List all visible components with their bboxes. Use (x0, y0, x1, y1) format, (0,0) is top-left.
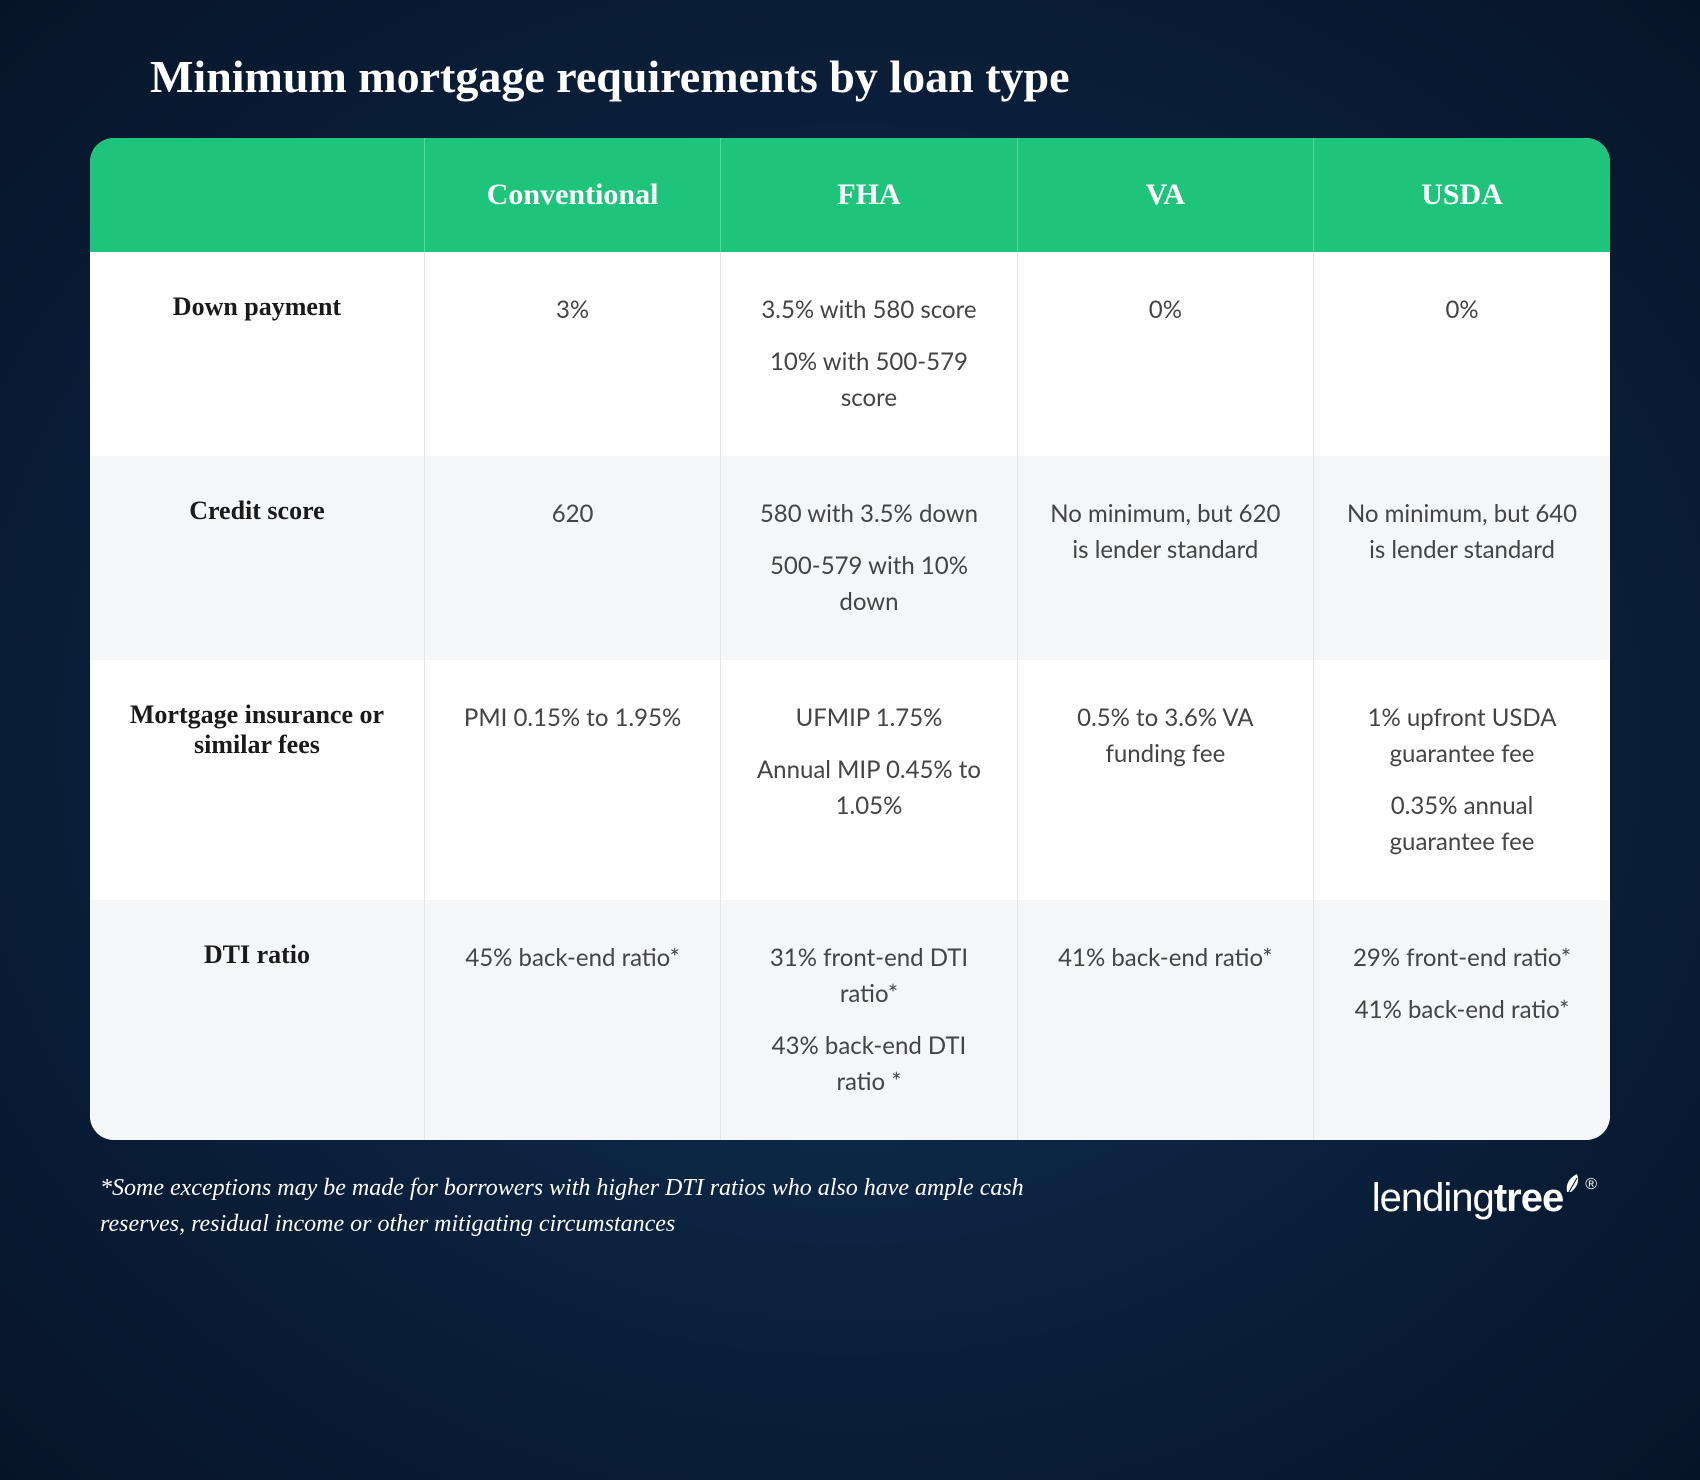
cell-text: 41% back-end ratio* (1042, 940, 1289, 976)
logo-part2: tree (1494, 1176, 1563, 1220)
cell-text: 0% (1042, 292, 1289, 328)
row-label-dti: DTI ratio (90, 900, 424, 1140)
cell-text: Annual MIP 0.45% to 1.05% (745, 752, 992, 824)
table-row: Down payment 3% 3.5% with 580 score 10% w… (90, 252, 1610, 456)
footnote: *Some exceptions may be made for borrowe… (100, 1170, 1060, 1242)
cell-text: 29% front-end ratio* (1338, 940, 1586, 976)
cell-text: UFMIP 1.75% (745, 700, 992, 736)
cell-text: 500-579 with 10% down (745, 548, 992, 620)
cell: 0.5% to 3.6% VA funding fee (1017, 660, 1313, 900)
row-label-insurance: Mortgage insurance or similar fees (90, 660, 424, 900)
cell-text: No minimum, but 620 is lender standard (1042, 496, 1289, 568)
cell: 1% upfront USDA guarantee fee 0.35% annua… (1314, 660, 1610, 900)
cell: 0% (1017, 252, 1313, 456)
page-title: Minimum mortgage requirements by loan ty… (150, 50, 1610, 103)
cell-text: 620 (449, 496, 696, 532)
footer: *Some exceptions may be made for borrowe… (90, 1170, 1610, 1242)
cell: PMI 0.15% to 1.95% (424, 660, 720, 900)
cell: No minimum, but 620 is lender standard (1017, 456, 1313, 660)
row-label-credit-score: Credit score (90, 456, 424, 660)
cell-text: No minimum, but 640 is lender standard (1338, 496, 1586, 568)
cell-text: 31% front-end DTI ratio* (745, 940, 992, 1012)
cell: 3% (424, 252, 720, 456)
col-header-fha: FHA (721, 138, 1017, 252)
col-header-va: VA (1017, 138, 1313, 252)
cell: 0% (1314, 252, 1610, 456)
cell-text: 0% (1338, 292, 1586, 328)
table-row: DTI ratio 45% back-end ratio* 31% front-… (90, 900, 1610, 1140)
table-header-row: Conventional FHA VA USDA (90, 138, 1610, 252)
leaf-icon (1561, 1170, 1587, 1200)
cell-text: 580 with 3.5% down (745, 496, 992, 532)
cell: 31% front-end DTI ratio* 43% back-end DTI… (721, 900, 1017, 1140)
table-row: Mortgage insurance or similar fees PMI 0… (90, 660, 1610, 900)
cell-text: 43% back-end DTI ratio * (745, 1028, 992, 1100)
cell: 580 with 3.5% down 500-579 with 10% down (721, 456, 1017, 660)
requirements-table: Conventional FHA VA USDA Down payment 3%… (90, 138, 1610, 1140)
cell-text: 0.35% annual guarantee fee (1338, 788, 1586, 860)
cell: UFMIP 1.75% Annual MIP 0.45% to 1.05% (721, 660, 1017, 900)
cell: 620 (424, 456, 720, 660)
cell-text: PMI 0.15% to 1.95% (449, 700, 696, 736)
cell-text: 41% back-end ratio* (1338, 992, 1586, 1028)
table-row: Credit score 620 580 with 3.5% down 500-5… (90, 456, 1610, 660)
cell: No minimum, but 640 is lender standard (1314, 456, 1610, 660)
col-header-usda: USDA (1314, 138, 1610, 252)
cell-text: 0.5% to 3.6% VA funding fee (1042, 700, 1289, 772)
col-header-blank (90, 138, 424, 252)
cell: 3.5% with 580 score 10% with 500-579 scor… (721, 252, 1017, 456)
logo-part1: lending (1372, 1176, 1494, 1220)
col-header-conventional: Conventional (424, 138, 720, 252)
trademark-symbol: ® (1585, 1176, 1596, 1194)
row-label-down-payment: Down payment (90, 252, 424, 456)
cell: 45% back-end ratio* (424, 900, 720, 1140)
lendingtree-logo: lendingtree ® (1372, 1176, 1600, 1221)
cell-text: 45% back-end ratio* (449, 940, 696, 976)
cell: 29% front-end ratio* 41% back-end ratio* (1314, 900, 1610, 1140)
cell-text: 1% upfront USDA guarantee fee (1338, 700, 1586, 772)
cell: 41% back-end ratio* (1017, 900, 1313, 1140)
requirements-table-container: Conventional FHA VA USDA Down payment 3%… (90, 138, 1610, 1140)
logo-text: lendingtree (1372, 1176, 1563, 1221)
cell-text: 3.5% with 580 score (745, 292, 992, 328)
cell-text: 3% (449, 292, 696, 328)
cell-text: 10% with 500-579 score (745, 344, 992, 416)
